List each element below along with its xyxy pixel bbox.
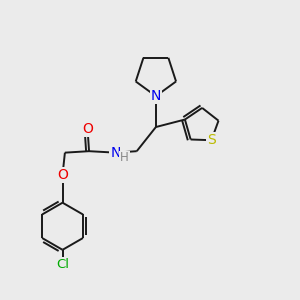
Text: Cl: Cl xyxy=(56,258,69,271)
Text: S: S xyxy=(207,133,216,147)
Text: H: H xyxy=(120,152,129,164)
Text: N: N xyxy=(151,89,161,103)
Text: N: N xyxy=(110,146,121,160)
Text: O: O xyxy=(57,168,68,182)
Text: O: O xyxy=(82,122,93,136)
